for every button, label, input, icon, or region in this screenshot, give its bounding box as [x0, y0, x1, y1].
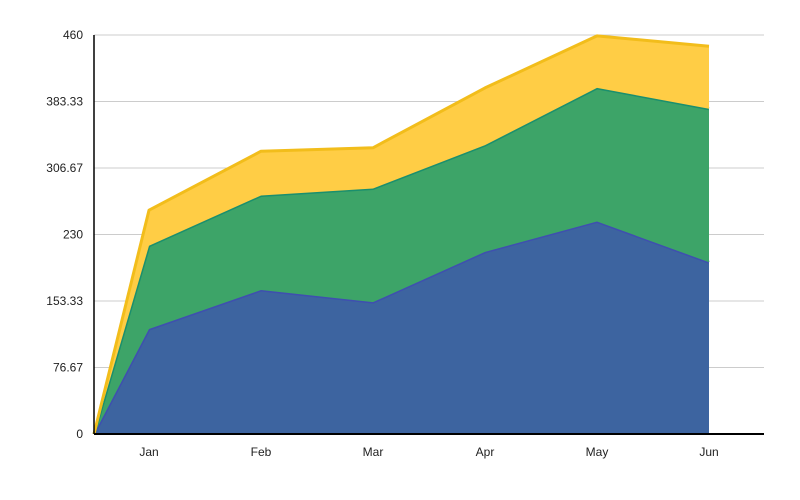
x-tick-label: Feb — [251, 445, 272, 459]
y-tick-label: 306.67 — [46, 161, 83, 175]
y-tick-label: 0 — [76, 427, 83, 441]
area-series-3 — [94, 35, 709, 434]
y-tick-label: 383.33 — [46, 95, 83, 109]
area-series-2 — [94, 87, 709, 434]
area-series-1 — [94, 221, 709, 434]
y-tick-label: 230 — [63, 228, 83, 242]
y-tick-label: 153.33 — [46, 294, 83, 308]
y-tick-label: 460 — [63, 28, 83, 42]
series-line-3 — [92, 34, 710, 435]
x-tick-label: Apr — [476, 445, 495, 459]
axes — [93, 35, 764, 435]
x-tick-label: Mar — [363, 445, 384, 459]
x-tick-label: Jun — [699, 445, 718, 459]
tick-labels: 0 76.67 153.33 230 306.67 383.33 460 Jan Feb Mar A… — [46, 28, 718, 459]
x-tick-label: Jan — [139, 445, 158, 459]
area-layer — [92, 34, 710, 435]
x-tick-label: May — [586, 445, 609, 459]
y-tick-label: 76.67 — [53, 361, 83, 375]
